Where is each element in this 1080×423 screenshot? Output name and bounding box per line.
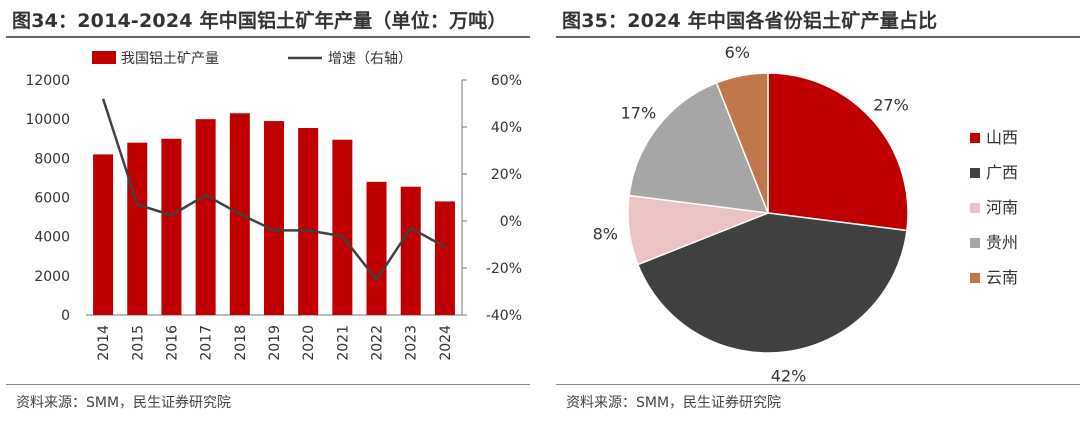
legend-label: 云南 xyxy=(986,268,1018,287)
legend-swatch xyxy=(970,168,980,178)
pie-slice xyxy=(767,72,909,232)
source-note: 资料来源：SMM，民生证券研究院 xyxy=(16,395,232,411)
x-tick-label: 2015 xyxy=(130,325,146,361)
chart-title: 图35：2024 年中国各省份铝土矿产量占比 xyxy=(562,10,938,32)
pie-value-label: 6% xyxy=(725,43,750,62)
bar xyxy=(366,181,387,315)
y-right-tick-label: -20% xyxy=(486,261,522,277)
legend-label: 广西 xyxy=(986,163,1018,182)
bar-line-chart: 我国铝土矿产量 增速（右轴） 0 2000 4000 6000 8000 10000 12000… xyxy=(25,51,522,361)
y-left-tick-label: 4000 xyxy=(34,230,70,246)
legend-label-line: 增速（右轴） xyxy=(328,51,412,67)
source-note: 资料来源：SMM，民生证券研究院 xyxy=(566,395,782,411)
source-divider xyxy=(556,384,1080,385)
x-tick-label: 2014 xyxy=(96,325,112,361)
legend-swatch xyxy=(970,203,980,213)
bar xyxy=(93,154,114,315)
legend-label-bar: 我国铝土矿产量 xyxy=(121,51,219,67)
pie-slice xyxy=(715,72,769,214)
pie-slice xyxy=(628,81,770,214)
bar xyxy=(298,127,319,316)
legend-swatch xyxy=(970,238,980,248)
pie-slice xyxy=(636,212,908,354)
x-tick-label: 2016 xyxy=(164,325,180,361)
x-tick-label: 2022 xyxy=(370,325,386,361)
pie-value-label: 17% xyxy=(621,103,657,122)
y-right-tick-label: -40% xyxy=(486,308,522,324)
legend-swatch xyxy=(970,133,980,143)
y-left-tick-label: 6000 xyxy=(34,191,70,207)
chart-legend: 我国铝土矿产量 增速（右轴） xyxy=(92,51,412,67)
legend-label: 河南 xyxy=(986,198,1018,217)
bar-line-chart-panel: 图34：2014-2024 年中国铝土矿年产量（单位：万吨） 我国铝土矿产量 增速… xyxy=(0,0,530,423)
y-left-tick-label: 2000 xyxy=(34,269,70,285)
legend-label: 山西 xyxy=(986,128,1018,147)
y-left-tick-label: 12000 xyxy=(25,73,70,89)
bar xyxy=(264,121,284,315)
pie-value-label: 27% xyxy=(873,96,909,115)
pie-slices xyxy=(627,72,909,354)
x-tick-label: 2018 xyxy=(233,325,249,361)
x-tick-label: 2024 xyxy=(438,325,454,361)
bar xyxy=(127,142,148,315)
legend-swatch xyxy=(970,273,980,283)
pie-chart-panel: 图35：2024 年中国各省份铝土矿产量占比 27% 42% 8% 17% 6% 山西广西… xyxy=(550,0,1080,423)
title-divider xyxy=(6,36,530,38)
source-divider xyxy=(6,384,530,385)
bar xyxy=(161,138,182,315)
title-divider xyxy=(556,36,1080,38)
bar xyxy=(434,201,455,315)
chart-title: 图34：2014-2024 年中国铝土矿年产量（单位：万吨） xyxy=(12,10,507,32)
pie-value-label: 8% xyxy=(593,225,618,244)
bar-series xyxy=(93,113,455,316)
y-left-tick-label: 10000 xyxy=(25,112,70,128)
bar xyxy=(332,139,353,315)
y-right-tick-label: 60% xyxy=(491,73,522,89)
y-left-tick-label: 0 xyxy=(61,308,70,324)
x-tick-label: 2023 xyxy=(404,325,420,361)
y-left-tick-label: 8000 xyxy=(34,151,70,167)
legend-swatch-bar xyxy=(92,51,116,64)
x-tick-label: 2019 xyxy=(267,325,283,361)
pie-value-label: 42% xyxy=(771,367,807,386)
y-right-tick-label: 20% xyxy=(491,167,522,183)
y-right-tick-label: 0% xyxy=(500,214,522,230)
x-tick-label: 2021 xyxy=(335,325,351,361)
x-tick-label: 2020 xyxy=(301,325,317,361)
bar xyxy=(195,119,216,316)
x-tick-label: 2017 xyxy=(199,325,215,361)
y-right-tick-label: 40% xyxy=(491,120,522,136)
bar xyxy=(400,186,421,315)
legend-label: 贵州 xyxy=(986,233,1018,252)
